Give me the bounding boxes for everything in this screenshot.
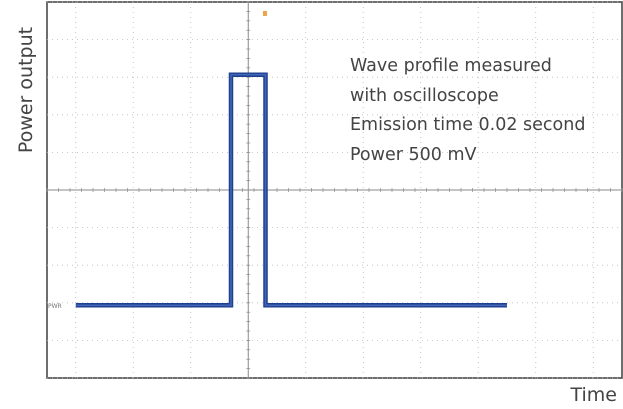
annotation-line-3: Emission time 0.02 second — [350, 115, 586, 135]
y-axis-label: Power output — [15, 26, 37, 154]
axis-ticks — [46, 1, 623, 379]
channel-marker: PWR — [48, 303, 62, 310]
annotation-line-1: Wave profile measured — [350, 56, 552, 76]
annotation-block: Wave profile measured with oscilloscope … — [350, 52, 585, 170]
x-axis-label: Time — [570, 384, 618, 406]
trace-highlight — [75, 73, 507, 307]
grid — [47, 1, 622, 379]
annotation-line-2: with oscilloscope — [350, 85, 499, 106]
annotation-line-4: Power 500 mV — [350, 144, 477, 165]
trigger-marker — [263, 11, 267, 16]
